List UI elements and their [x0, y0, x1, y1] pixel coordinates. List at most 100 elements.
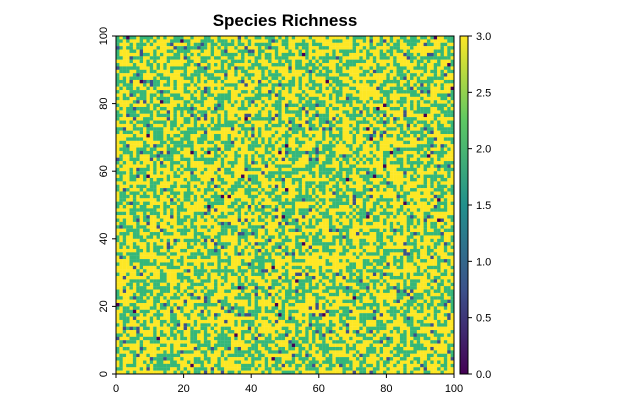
heatmap-cell: [305, 157, 309, 162]
heatmap-cell: [193, 36, 198, 40]
heatmap-cell: [143, 66, 147, 70]
heatmap-cell: [399, 52, 404, 57]
heatmap-cell: [413, 134, 417, 138]
heatmap-cell: [251, 134, 255, 138]
heatmap-cell: [197, 120, 201, 125]
heatmap-cell: [237, 167, 242, 172]
heatmap-cell: [291, 154, 296, 158]
heatmap-cell: [379, 164, 384, 168]
heatmap-cell: [410, 167, 414, 172]
heatmap-cell: [355, 90, 360, 94]
heatmap-cell: [126, 123, 130, 128]
heatmap-cell: [416, 56, 421, 60]
heatmap-cell: [234, 76, 238, 81]
heatmap-cell: [170, 103, 174, 108]
heatmap-cell: [227, 69, 232, 74]
heatmap-cell: [420, 73, 424, 77]
heatmap-cell: [214, 79, 218, 84]
heatmap-cell: [349, 140, 353, 145]
heatmap-cell: [153, 198, 157, 202]
heatmap-cell: [318, 177, 323, 182]
heatmap-cell: [430, 76, 434, 81]
heatmap-cell: [383, 130, 387, 135]
heatmap-cell: [264, 164, 269, 168]
heatmap-cell: [257, 86, 262, 91]
heatmap-cell: [355, 110, 360, 114]
heatmap-cell: [217, 96, 221, 101]
heatmap-cell: [366, 120, 370, 125]
heatmap-cell: [416, 90, 421, 94]
heatmap-cell: [291, 106, 296, 111]
heatmap-cell: [318, 100, 323, 104]
heatmap-cell: [129, 120, 134, 125]
heatmap-cell: [149, 147, 154, 152]
heatmap-cell: [399, 134, 404, 138]
heatmap-cell: [247, 69, 252, 74]
heatmap-cell: [426, 63, 431, 67]
heatmap-cell: [237, 42, 242, 47]
heatmap-cell: [237, 157, 242, 162]
heatmap-cell: [420, 103, 424, 108]
heatmap-cell: [410, 161, 414, 165]
heatmap-cell: [129, 66, 134, 70]
heatmap-cell: [278, 83, 282, 87]
heatmap-cell: [288, 127, 292, 131]
heatmap-cell: [122, 123, 127, 128]
heatmap-cell: [399, 66, 404, 70]
heatmap-cell: [433, 161, 438, 165]
heatmap-cell: [352, 191, 357, 196]
heatmap-cell: [443, 66, 448, 70]
heatmap-cell: [423, 120, 428, 125]
heatmap-cell: [190, 63, 194, 67]
heatmap-cell: [176, 177, 181, 182]
heatmap-cell: [268, 140, 272, 145]
heatmap-cell: [224, 147, 228, 152]
heatmap-cell: [413, 201, 417, 206]
heatmap-cell: [186, 46, 191, 50]
heatmap-cell: [430, 106, 434, 111]
heatmap-cell: [298, 106, 303, 111]
heatmap-cell: [426, 113, 431, 118]
heatmap-cell: [413, 39, 417, 43]
heatmap-cell: [166, 198, 171, 202]
heatmap-cell: [268, 73, 272, 77]
heatmap-cell: [450, 96, 455, 101]
heatmap-cell: [200, 157, 205, 162]
heatmap-cell: [257, 52, 262, 57]
heatmap-cell: [224, 52, 228, 57]
heatmap-cell: [386, 150, 390, 155]
heatmap-cell: [197, 140, 201, 145]
heatmap-cell: [268, 177, 272, 182]
heatmap-cell: [399, 157, 404, 162]
heatmap-cell: [342, 164, 346, 168]
heatmap-cell: [301, 59, 306, 64]
heatmap-cell: [200, 184, 205, 189]
heatmap-cell: [349, 137, 353, 141]
heatmap-cell: [129, 46, 134, 50]
heatmap-cell: [227, 96, 232, 101]
heatmap-cell: [410, 147, 414, 152]
heatmap-cell: [393, 164, 397, 168]
heatmap-cell: [362, 164, 367, 168]
heatmap-cell: [288, 49, 292, 54]
heatmap-cell: [308, 147, 313, 152]
heatmap-cell: [433, 150, 438, 155]
heatmap-cell: [217, 198, 221, 202]
heatmap-cell: [143, 83, 147, 87]
heatmap-cell: [352, 69, 357, 74]
heatmap-cell: [301, 194, 306, 199]
heatmap-cell: [254, 93, 259, 97]
heatmap-cell: [166, 76, 171, 81]
heatmap-cell: [369, 110, 374, 114]
heatmap-cell: [268, 154, 272, 158]
heatmap-cell: [186, 157, 191, 162]
heatmap-cell: [119, 177, 123, 182]
heatmap-cell: [332, 127, 336, 131]
heatmap-cell: [349, 188, 353, 192]
heatmap-cell: [396, 76, 401, 81]
heatmap-cell: [193, 52, 198, 57]
heatmap-cell: [159, 100, 164, 104]
heatmap-cell: [278, 76, 282, 81]
heatmap-cell: [318, 42, 323, 47]
heatmap-cell: [268, 188, 272, 192]
